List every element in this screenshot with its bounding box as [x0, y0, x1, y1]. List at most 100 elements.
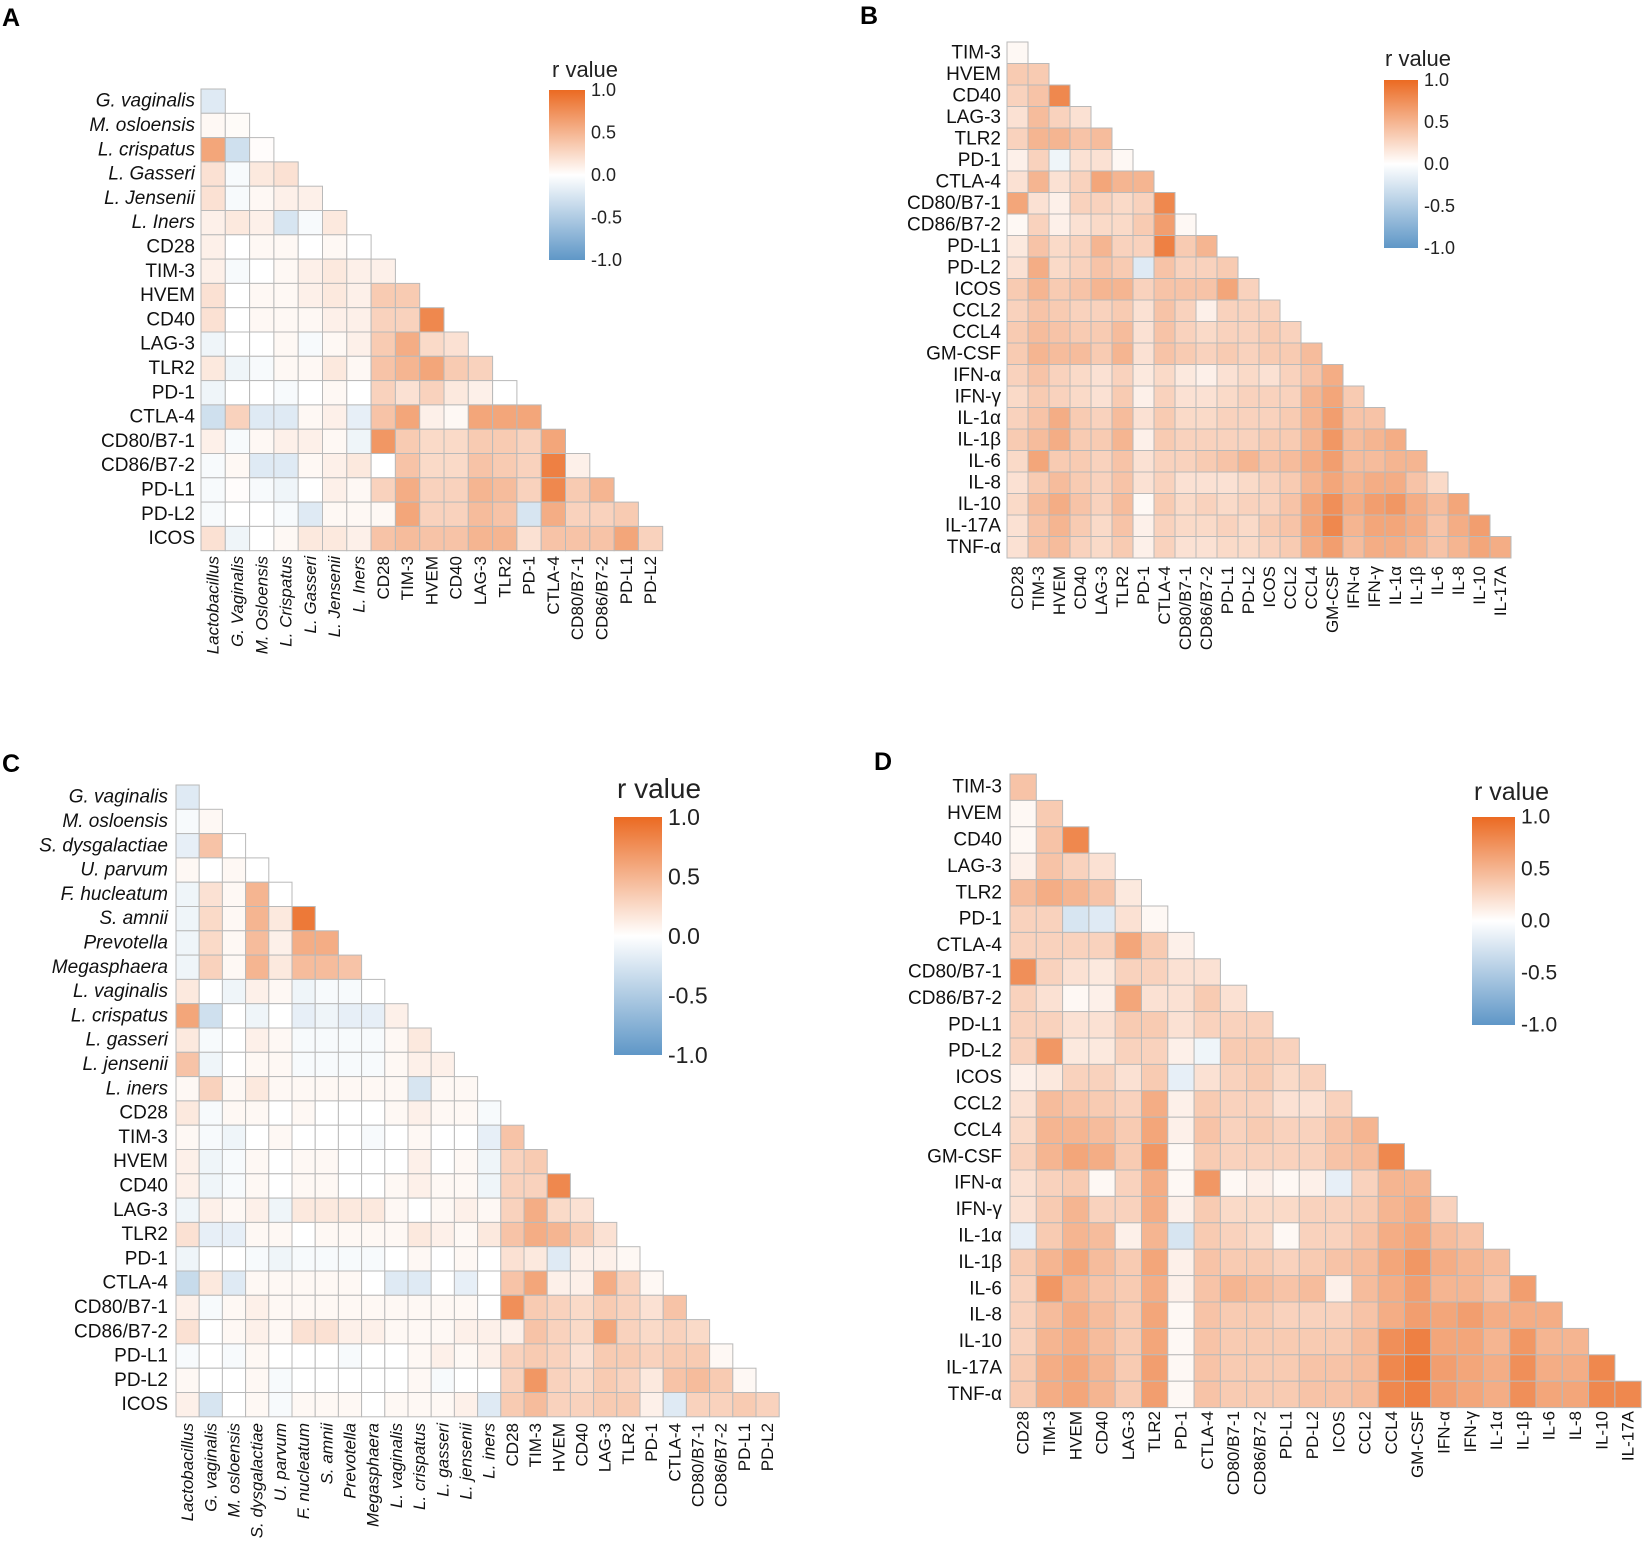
heatmap-cell	[322, 380, 348, 406]
heatmap-cell	[1377, 1380, 1405, 1409]
column-labels: Lactobacillus G. Vaginalis M. Osloensis L. …	[204, 555, 660, 654]
heatmap-cell	[639, 1270, 664, 1296]
heatmap-cell	[1006, 106, 1029, 129]
heatmap-cell	[516, 501, 542, 527]
heatmap-cell	[1167, 1063, 1195, 1092]
heatmap-cell	[1246, 1169, 1274, 1197]
heatmap-cell	[273, 185, 299, 211]
heatmap-cell	[565, 453, 591, 479]
heatmap-cell	[616, 1392, 641, 1418]
heatmap-cell	[1027, 213, 1050, 236]
heatmap-cell	[662, 1319, 687, 1345]
heatmap-cell	[198, 1246, 223, 1272]
heatmap-cell	[1062, 905, 1090, 933]
heatmap-cell	[1246, 1354, 1274, 1382]
heatmap-cell	[1009, 1301, 1037, 1329]
column-label: CD40	[573, 1423, 592, 1466]
heatmap-cell	[198, 930, 223, 956]
heatmap-cell	[1167, 1327, 1195, 1356]
heatmap-cell	[1195, 364, 1218, 387]
heatmap-cell	[1088, 958, 1116, 986]
heatmap-cell	[453, 1367, 479, 1393]
heatmap-cell	[273, 355, 299, 382]
heatmap-cell	[1404, 1275, 1432, 1303]
heatmap-cell	[291, 1367, 316, 1393]
heatmap-cell	[1062, 1195, 1090, 1224]
panel-label-C: C	[2, 750, 20, 778]
heatmap-cell	[430, 1246, 455, 1272]
heatmap-cell	[175, 1124, 200, 1150]
heatmap-cell	[1153, 471, 1176, 494]
heatmap-cell	[1088, 879, 1116, 907]
heatmap-cell	[245, 1246, 270, 1272]
heatmap-cell	[1377, 1354, 1405, 1382]
column-label: CD86/B7-2	[712, 1423, 731, 1507]
heatmap-cell	[1035, 879, 1064, 907]
heatmap-cell	[1321, 514, 1344, 537]
column-label: PD-L2	[1239, 566, 1258, 614]
row-label: CCL4	[953, 1120, 1002, 1141]
heatmap-cell	[245, 1051, 270, 1078]
row-label: CD80/B7-1	[101, 431, 195, 452]
heatmap-cell	[639, 1367, 664, 1393]
heatmap-cell	[1246, 1327, 1274, 1356]
heatmap-cell	[346, 355, 372, 382]
heatmap-cell	[1325, 1116, 1353, 1145]
heatmap-cell	[1062, 1143, 1090, 1171]
column-label: L. Jensenii	[325, 555, 344, 637]
column-label: CD28	[374, 556, 393, 599]
row-label: ICOS	[122, 1394, 168, 1415]
heatmap-cell	[1258, 342, 1281, 365]
legend-tick-label: -1.0	[668, 1042, 708, 1068]
legend-tick-label: -1.0	[591, 250, 622, 270]
heatmap-cell	[1062, 1063, 1090, 1092]
heatmap-cell	[1246, 1011, 1274, 1039]
heatmap-cell	[430, 1124, 455, 1150]
heatmap-cell	[1090, 536, 1113, 559]
row-label: IL-6	[969, 1278, 1002, 1299]
heatmap-cell	[1456, 1222, 1484, 1250]
heatmap-cell	[297, 185, 324, 211]
legend-tick-label: 0.5	[1424, 112, 1449, 132]
column-label: L. crispatus	[410, 1423, 429, 1510]
heatmap-cell	[1351, 1169, 1379, 1197]
heatmap-cell	[1006, 321, 1029, 344]
heatmap-cell	[1088, 1169, 1116, 1197]
heatmap-cell	[1482, 1380, 1511, 1409]
heatmap-cell	[346, 380, 372, 406]
heatmap-cell	[198, 1149, 223, 1175]
heatmap-cell	[245, 1173, 270, 1199]
heatmap-cell	[249, 380, 275, 406]
row-label: TNF-α	[947, 537, 1001, 558]
column-label: IL-17A	[1491, 565, 1510, 616]
heatmap-cell	[453, 1221, 479, 1248]
heatmap-cell	[1027, 106, 1050, 129]
heatmap-cell	[1321, 407, 1344, 430]
heatmap-cell	[1153, 256, 1176, 279]
heatmap-cell	[523, 1221, 548, 1248]
heatmap-cell	[1456, 1275, 1484, 1303]
heatmap-cell	[1216, 278, 1239, 301]
heatmap-cell	[467, 477, 494, 503]
heatmap-cell	[1426, 514, 1449, 537]
heatmap-cell	[384, 1027, 409, 1053]
heatmap-cell	[1027, 471, 1050, 494]
heatmap-cell	[314, 930, 339, 956]
heatmap-cell	[1009, 984, 1037, 1013]
heatmap-cell	[443, 477, 469, 503]
heatmap-cell	[1035, 1011, 1064, 1039]
heatmap-cell	[370, 331, 396, 357]
heatmap-cell	[1195, 299, 1218, 322]
column-label: TIM-3	[1029, 566, 1048, 610]
heatmap-cell	[1298, 1327, 1327, 1356]
row-label: PD-L2	[141, 504, 195, 525]
column-label: M. osloensis	[225, 1423, 244, 1518]
row-label: IL-1β	[957, 429, 1001, 450]
heatmap-cell	[662, 1367, 687, 1393]
row-label: IL-1β	[958, 1252, 1002, 1273]
row-label: CD40	[146, 309, 195, 330]
row-label: TLR2	[149, 358, 195, 379]
heatmap-cell	[1114, 1011, 1142, 1039]
heatmap-cell	[1132, 321, 1155, 344]
